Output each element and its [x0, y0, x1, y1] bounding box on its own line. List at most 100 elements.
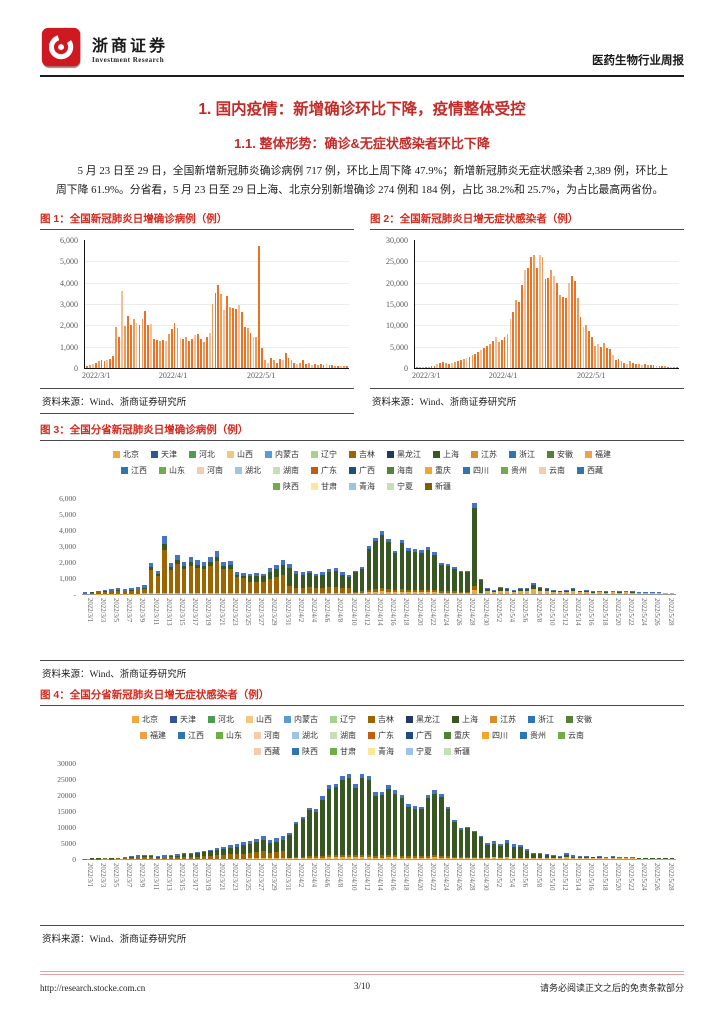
bar-segment [201, 850, 207, 853]
bar [97, 361, 100, 368]
bar [188, 763, 193, 859]
bar-segment [452, 592, 457, 594]
bar [582, 327, 585, 368]
bar-segment [247, 576, 253, 583]
legend-item: 广东 [368, 730, 394, 741]
bar-segment [241, 577, 246, 594]
x-tick-cell: 2022/5/6 [518, 596, 531, 654]
x-tick-label: 2022/5/16 [587, 597, 595, 626]
bar-segment [366, 548, 372, 590]
x-tick-cell: 2022/5/22 [623, 596, 636, 654]
bar-segment [386, 855, 391, 858]
x-tick-label: 2022/3/9 [138, 597, 146, 623]
bar-segment [379, 588, 385, 592]
bar-segment [610, 858, 615, 859]
bar-segment [162, 543, 167, 550]
bar-segment [511, 590, 517, 593]
legend-label: 青海 [359, 481, 375, 491]
bar-segment [537, 852, 543, 854]
bar [182, 339, 185, 368]
brand: 浙商证券 Investment Research [40, 26, 168, 70]
bar-segment [366, 854, 372, 858]
bar [445, 498, 451, 594]
x-tick-cell: 2022/5/26 [650, 596, 663, 654]
bar [656, 498, 662, 594]
bar-segment [300, 819, 306, 857]
legend-label: 湖北 [302, 730, 318, 740]
legend-item: 吉林 [349, 449, 375, 460]
legend-swatch [235, 466, 242, 474]
x-tick-label: 2022/5/8 [534, 862, 542, 888]
legend-swatch [566, 715, 573, 723]
legend-swatch [132, 715, 139, 723]
x-tick-cell: 2022/4/26 [452, 596, 465, 654]
bar-segment [148, 563, 154, 568]
figure-3-caption: 图 3：全国分省新冠肺炎日增确诊病例（例） [40, 422, 684, 441]
legend-label: 新疆 [454, 746, 470, 756]
bar-segment [505, 589, 510, 592]
bar [234, 763, 240, 859]
bar-segment [597, 855, 602, 857]
bar-segment [478, 836, 484, 858]
bar-segment [300, 858, 306, 859]
bar-segment [280, 839, 286, 852]
figure-1-source: 资料来源：Wind、浙商证券研究所 [40, 387, 354, 414]
x-tick-label: 2022/3/29 [270, 862, 278, 891]
bar-segment [326, 785, 332, 789]
bar-segment [234, 843, 240, 847]
bar-segment [412, 549, 418, 552]
bar-segment [669, 593, 675, 594]
bar-segment [353, 592, 358, 594]
bar [144, 311, 147, 368]
footer-url[interactable]: http://research.stocke.com.cn [40, 983, 146, 993]
bar-segment [346, 854, 352, 858]
bar [264, 360, 267, 368]
x-tick-cell: 2022/4/12 [359, 861, 372, 919]
x-tick-label: 2022/5/18 [600, 597, 608, 626]
bar-segment [175, 559, 180, 564]
bar-segment [333, 787, 339, 856]
x-tick-label: 2022/5/10 [547, 862, 555, 891]
bar [129, 763, 134, 859]
bar [491, 340, 494, 368]
report-series-label: 医药生物行业周报 [592, 55, 684, 67]
bar-segment [175, 554, 180, 560]
x-tick-label: 2022/5/22 [626, 597, 634, 626]
figure-4-legend: 北京 天津 河北 山西 内蒙古 辽宁 吉林 黑龙江 上海 江苏 浙江 安徽 福建 江西 山东 河南 湖北 湖南 广东… [130, 714, 595, 757]
bar-segment [584, 858, 589, 859]
bar [458, 498, 464, 594]
x-tick-cell: 2022/5/26 [650, 861, 663, 919]
bar-segment [432, 552, 437, 555]
x-tick-label: 2022/3/1 [82, 370, 111, 380]
bar [220, 294, 223, 368]
bar-segment [208, 855, 213, 859]
bar-segment [610, 592, 615, 594]
x-tick-label: 2022/4/16 [389, 862, 397, 891]
bar-segment [485, 589, 490, 592]
legend-item: 西藏 [254, 746, 280, 757]
bar [597, 498, 602, 594]
bar [115, 763, 121, 859]
bar [531, 498, 536, 594]
bar [343, 366, 345, 368]
bar-segment [188, 853, 193, 857]
bar [386, 763, 391, 859]
bar [669, 763, 675, 859]
bar-segment [406, 548, 411, 552]
section-title: 1. 国内疫情：新增确诊环比下降，疫情整体受控 [198, 101, 526, 118]
bar-segment [280, 564, 286, 575]
bar-segment [326, 593, 332, 594]
bar-segment [294, 857, 299, 859]
bar-segment [432, 857, 437, 859]
bar [142, 763, 147, 859]
legend-swatch [284, 715, 291, 723]
bar-segment [439, 591, 444, 593]
bar-segment [570, 591, 576, 594]
bar-segment [498, 843, 503, 846]
x-tick-cell: 2022/3/3 [95, 596, 108, 654]
bar-segment [346, 576, 352, 589]
bar-segment [300, 587, 306, 594]
bar-segment [195, 564, 200, 568]
bar [194, 334, 196, 368]
bar-segment [465, 591, 470, 593]
